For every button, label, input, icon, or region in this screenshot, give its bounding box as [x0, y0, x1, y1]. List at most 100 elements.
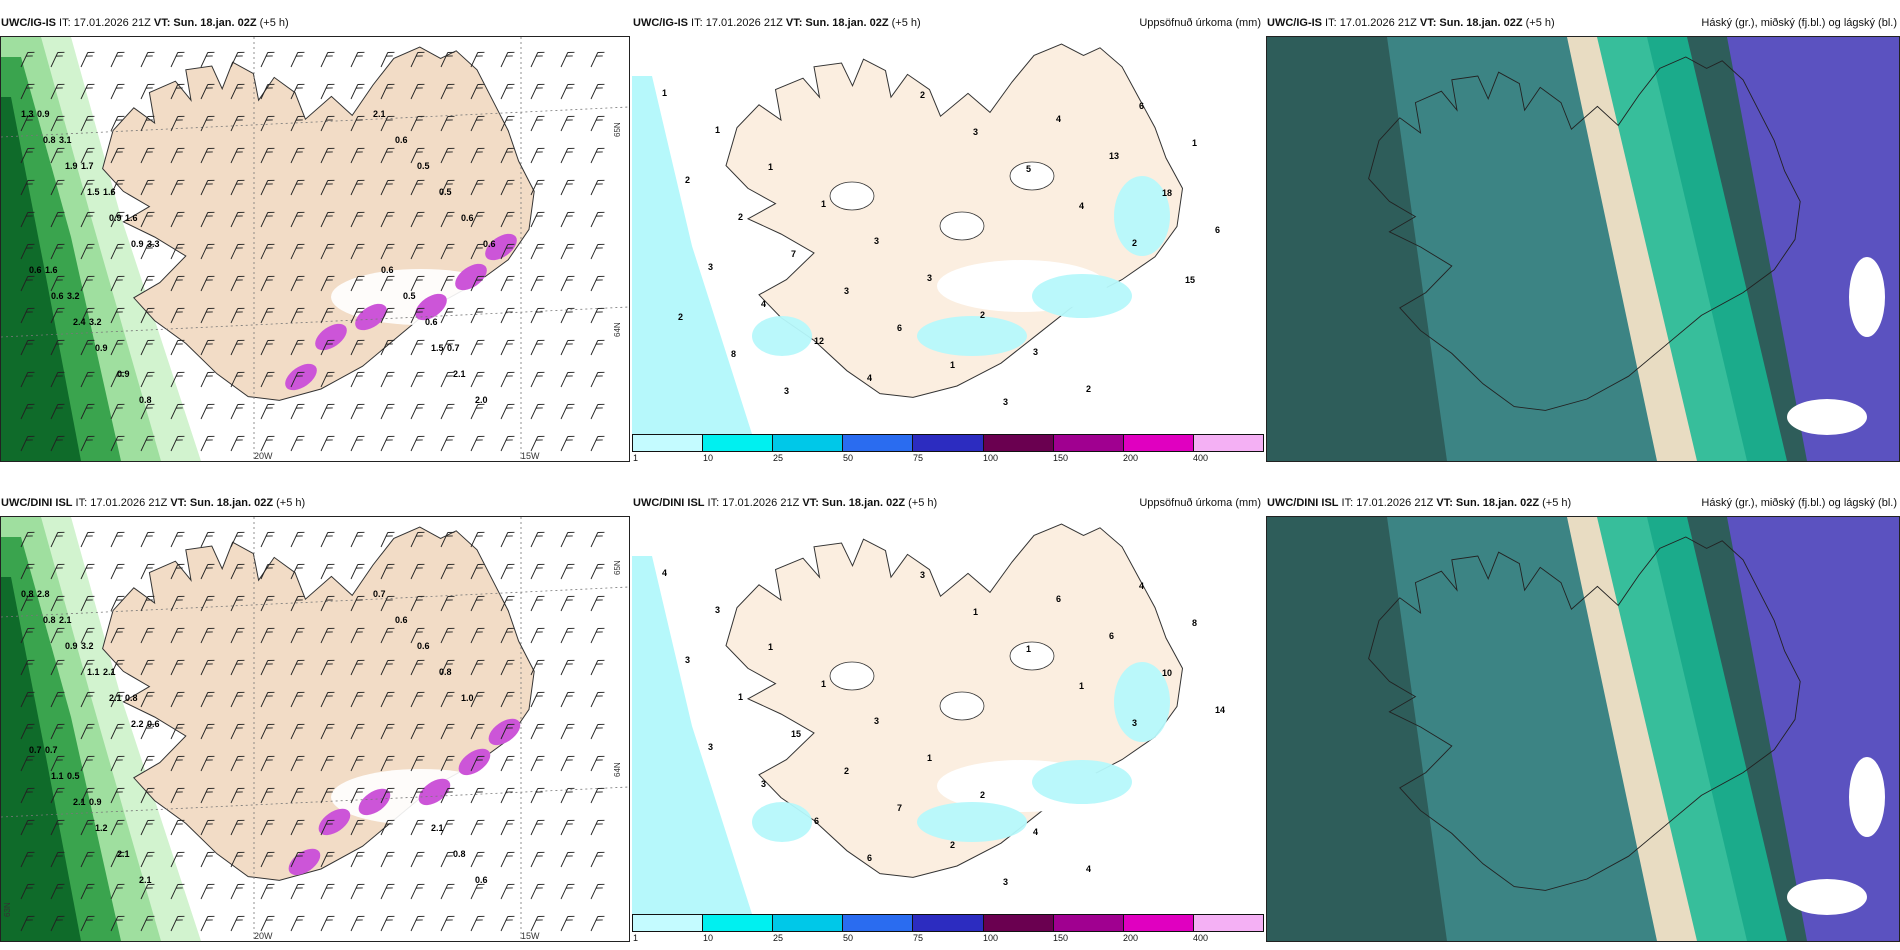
- value-label: 0.8: [43, 135, 56, 145]
- value-label: 0.9: [131, 239, 144, 249]
- value-label: 1.0: [461, 693, 474, 703]
- colorbar-tick-label: 75: [913, 453, 924, 463]
- wind-barb: [140, 691, 155, 708]
- value-label: 4: [662, 568, 667, 578]
- value-label: 2: [738, 212, 743, 222]
- wind-barb: [290, 883, 305, 900]
- wind-barb: [20, 275, 35, 292]
- wind-barb: [110, 51, 125, 68]
- wind-barb: [320, 627, 335, 644]
- value-label: 3: [784, 386, 789, 396]
- value-label: 4: [761, 299, 766, 309]
- value-label: 0.9: [65, 641, 78, 651]
- wind-barb: [110, 179, 125, 196]
- value-label: 4: [867, 373, 872, 383]
- wind-barb: [200, 691, 215, 708]
- wind-barb: [290, 147, 305, 164]
- value-label: 3: [1132, 718, 1137, 728]
- wind-barb: [290, 627, 305, 644]
- value-label: 1.6: [103, 187, 116, 197]
- colorbar-segment: [983, 435, 1054, 451]
- map-accum-precip: 1 1 1 1 3 3 2 3 2 6 1 2 2 7 3 6 1 3 4 13 18 6 3 4 12 4 2 3 5 4 2 15 2 8 3: [632, 36, 1264, 434]
- value-label: 15: [791, 729, 801, 739]
- value-label: 1.9: [65, 161, 78, 171]
- wind-barb: [230, 691, 245, 708]
- wind-barb: [140, 211, 155, 228]
- wind-barb: [140, 307, 155, 324]
- wind-barb: [80, 851, 95, 868]
- wind-barb: [260, 659, 275, 676]
- wind-barb: [230, 659, 245, 676]
- wind-barb: [440, 243, 455, 260]
- value-label: 14: [1215, 705, 1225, 715]
- wind-barb: [470, 531, 485, 548]
- colorbar-segment: [633, 435, 704, 451]
- wind-barb: [290, 211, 305, 228]
- wind-barb: [350, 435, 365, 452]
- value-label: 1: [927, 753, 932, 763]
- wind-barb: [260, 307, 275, 324]
- wind-barb: [290, 819, 305, 836]
- wind-barb: [200, 563, 215, 580]
- panel-title: UWC/IG-IS IT: 17.01.2026 21Z VT: Sun. 18…: [1, 17, 289, 29]
- wind-barb: [230, 115, 245, 132]
- wind-barb: [170, 403, 185, 420]
- wind-barb: [230, 563, 245, 580]
- wind-barb: [260, 51, 275, 68]
- colorbar-segment: [773, 915, 844, 931]
- wind-barb: [50, 147, 65, 164]
- panel-dini-wind-precip: UWC/DINI ISL IT: 17.01.2026 21Z VT: Sun.…: [0, 494, 630, 944]
- wind-barb: [470, 243, 485, 260]
- wind-barb: [110, 83, 125, 100]
- wind-barb: [50, 211, 65, 228]
- wind-barb: [140, 51, 155, 68]
- wind-barb: [110, 819, 125, 836]
- value-label: 2.2: [131, 719, 144, 729]
- wind-barb: [440, 915, 455, 932]
- wind-barb: [230, 147, 245, 164]
- heavy-precip-cell: [285, 363, 317, 391]
- wind-barb: [260, 115, 275, 132]
- wind-barb: [380, 563, 395, 580]
- wind-barb: [440, 275, 455, 292]
- wind-barb: [80, 115, 95, 132]
- wind-barb: [50, 339, 65, 356]
- wind-barb: [440, 755, 455, 772]
- map-wind-precip: 1.3 0.8 1.9 1.5 0.9 0.9 0.6 0.6 2.4 0.9 0.9 0.8 0.9 3…: [0, 36, 630, 462]
- wind-barb: [230, 307, 245, 324]
- value-label: 5: [1026, 164, 1031, 174]
- wind-barb: [80, 563, 95, 580]
- wind-barb: [290, 307, 305, 324]
- wind-barb: [290, 371, 305, 388]
- wind-barb: [260, 883, 275, 900]
- wind-barb: [500, 179, 515, 196]
- colorbar-tick-label: 50: [843, 933, 854, 943]
- value-label: 8: [731, 349, 736, 359]
- wind-barb: [470, 627, 485, 644]
- wind-barb: [110, 147, 125, 164]
- wind-barb: [500, 211, 515, 228]
- value-label: 2: [678, 312, 683, 322]
- wind-barb: [170, 435, 185, 452]
- panel-title: UWC/IG-IS IT: 17.01.2026 21Z VT: Sun. 18…: [633, 17, 921, 29]
- wind-barb: [350, 243, 365, 260]
- wind-barb: [260, 627, 275, 644]
- wind-barb: [560, 883, 575, 900]
- wind-barb: [110, 787, 125, 804]
- wind-barb: [50, 403, 65, 420]
- wind-barb: [440, 51, 455, 68]
- value-label: 0.6: [483, 239, 496, 249]
- panel-ig-clouds: UWC/IG-IS IT: 17.01.2026 21Z VT: Sun. 18…: [1266, 14, 1900, 464]
- wind-barb: [530, 659, 545, 676]
- wind-barb: [320, 531, 335, 548]
- wind-barb: [380, 147, 395, 164]
- wind-barb: [440, 851, 455, 868]
- value-label: 0.6: [395, 135, 408, 145]
- value-label: 3.2: [81, 641, 94, 651]
- wind-barb: [50, 819, 65, 836]
- value-label: 0.8: [139, 395, 152, 405]
- wind-barb: [590, 83, 605, 100]
- value-label: 0.5: [439, 187, 452, 197]
- wind-barb: [170, 755, 185, 772]
- wind-barb: [140, 531, 155, 548]
